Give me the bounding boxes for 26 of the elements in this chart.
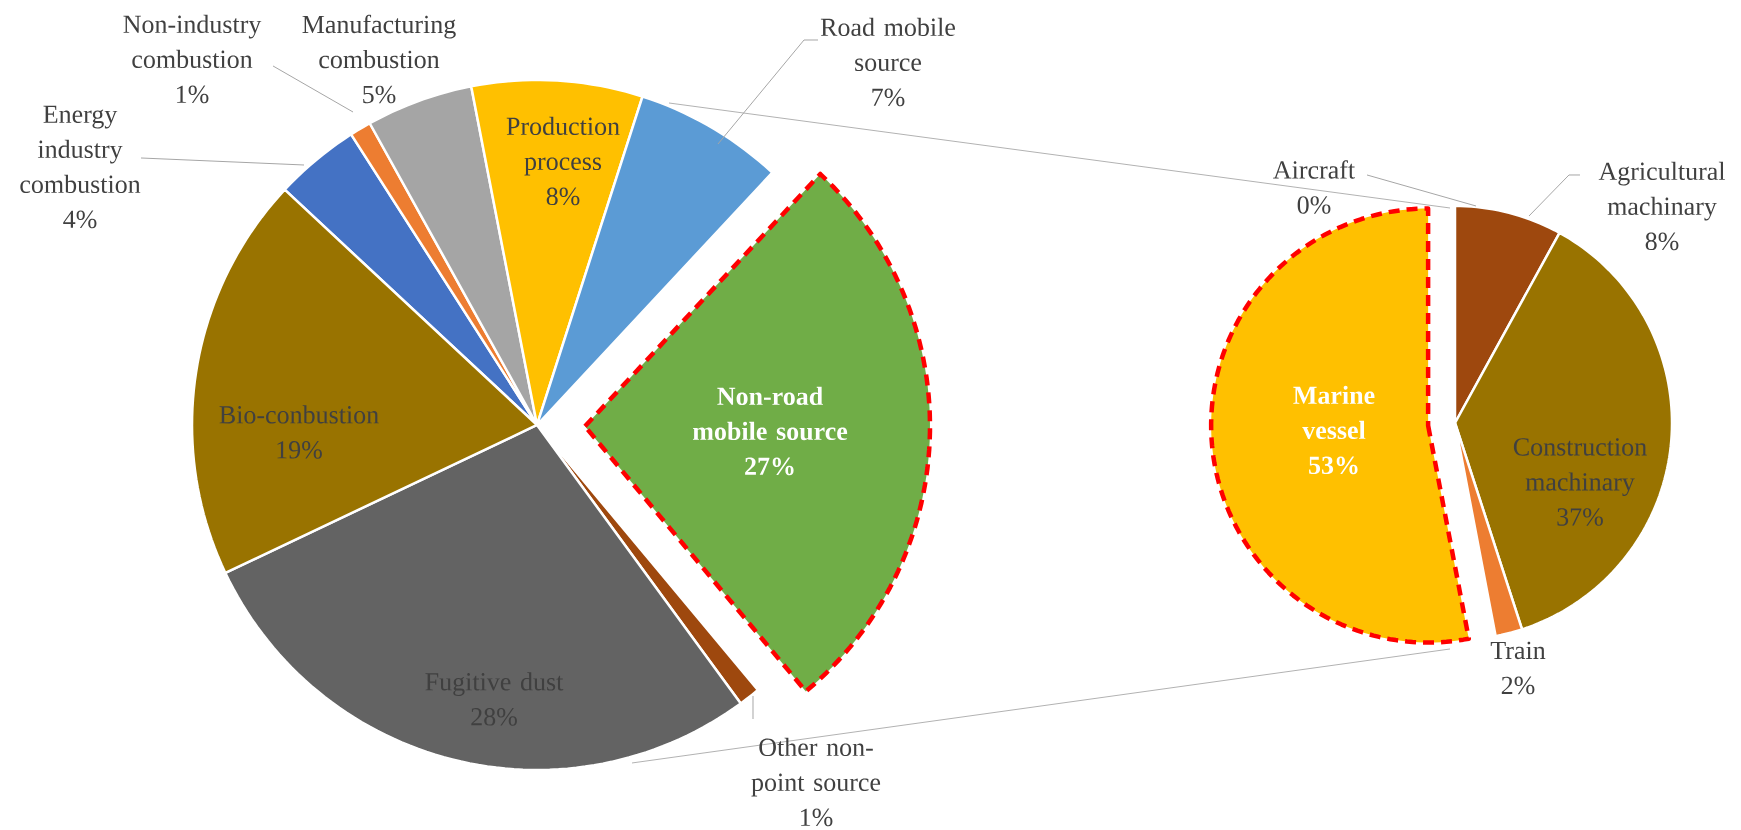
data-label: 5%: [363, 85, 396, 104]
data-label: 53%: [1309, 456, 1358, 475]
slice-label: Manufacturing combustion: [302, 14, 456, 69]
slice-label: Production process: [506, 116, 620, 176]
data-label: 4%: [63, 210, 97, 229]
text: 0%: [1297, 196, 1331, 214]
slice-label: Construction machinary: [1513, 438, 1647, 497]
slice-label: Bio-conbustion: [219, 405, 379, 424]
slice-label: Other non-point source: [751, 737, 881, 797]
slice-label: Marine vessel: [1293, 385, 1375, 440]
data-label: 8%: [546, 187, 580, 206]
slice-label: Non-road mobile source: [692, 386, 848, 441]
data-label: 1%: [800, 808, 833, 827]
slice-label: Non-industry combustion: [123, 14, 262, 69]
data-label: 7%: [872, 88, 905, 107]
data-label: 37%: [1557, 508, 1603, 526]
slice-label: Road mobile source: [820, 17, 955, 72]
data-label: 2%: [1501, 676, 1535, 695]
slice-label: Agricultural machinary: [1598, 161, 1726, 221]
data-label: 8%: [1645, 232, 1679, 251]
slice-label: Train: [1490, 641, 1546, 660]
data-label: 19%: [277, 441, 322, 459]
category-label: Aircraft: [1273, 160, 1355, 179]
slice-label: Energy industry combustion: [20, 105, 141, 194]
data-label: 1%: [176, 85, 209, 104]
data-label: 27%: [745, 457, 794, 476]
